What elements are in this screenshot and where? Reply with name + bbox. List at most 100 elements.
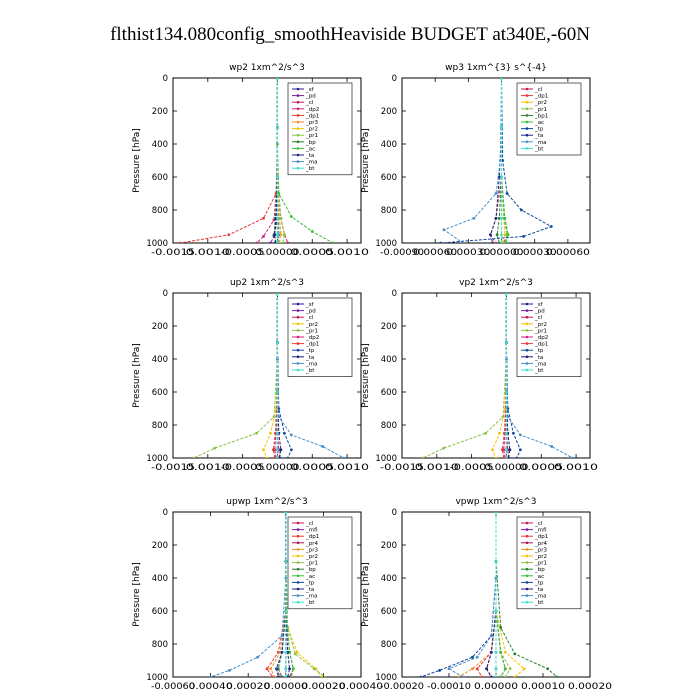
legend-label: _pr2: [534, 554, 547, 560]
series-point-bt: [276, 341, 279, 344]
series-point-tp: [518, 448, 522, 452]
x-tick-label: 0.00000: [255, 463, 299, 473]
legend-marker: [296, 594, 300, 597]
x-tick-label: 0.00060: [413, 248, 457, 258]
series-point-bt: [284, 675, 288, 677]
legend-label: _bt: [305, 166, 315, 172]
y-axis-label: Pressure [hPa]: [132, 562, 142, 627]
series-point-ta: [497, 175, 501, 179]
series-point-ma: [518, 433, 522, 437]
legend-marker: [525, 127, 529, 130]
chart-panel-2: wp3 1xm^{3} s^{-4} Pressure [hPa] 0 200 400 6…: [361, 63, 591, 258]
series-point-tp: [438, 669, 441, 672]
y-tick-label: 400: [152, 355, 168, 365]
legend-label: _ma: [305, 361, 317, 367]
x-tick-label: 0.0010: [325, 248, 369, 258]
legend-label: _sf: [534, 302, 544, 308]
series-point-tp: [286, 456, 290, 458]
y-tick-label: 800: [381, 206, 397, 216]
y-tick-label: 0: [392, 74, 397, 84]
x-tick-label: 0.00040: [189, 682, 233, 692]
series-point-bt: [505, 448, 508, 452]
series-point-bt: [276, 293, 279, 295]
legend-label: _pr3: [305, 547, 319, 553]
panel-title: vpwp 1xm^2/s^3: [455, 497, 536, 507]
series-point-dp1: [273, 456, 277, 458]
legend-marker: [525, 342, 529, 345]
legend-label: _ac: [305, 574, 315, 580]
series-point-pr3: [457, 675, 460, 677]
series-point-dp1: [480, 675, 484, 677]
x-tick-label: 0.0010: [186, 248, 230, 258]
x-tick-label: -0.0005: [450, 463, 494, 473]
series-point-tp: [522, 235, 526, 238]
x-tick-label: -0.00020: [380, 682, 424, 692]
y-tick-label: 600: [152, 607, 168, 617]
series-point-bt: [500, 78, 503, 80]
legend-label: _bp: [305, 140, 316, 146]
legend-label: _dp1: [534, 342, 548, 348]
x-tick-label: -0.0005: [221, 248, 265, 258]
legend-marker: [296, 548, 300, 551]
series-point-ta: [489, 233, 492, 237]
series-point-pr1: [421, 456, 425, 458]
series-point-dp1: [271, 448, 275, 452]
series-point-bt: [494, 650, 498, 654]
series-point-bt: [284, 512, 288, 514]
series-point-ma: [461, 675, 465, 677]
legend-marker: [296, 541, 300, 545]
series-point-bt: [276, 126, 279, 129]
legend-marker: [525, 329, 529, 332]
legend-marker: [296, 561, 300, 564]
y-tick-label: 800: [152, 206, 168, 216]
legend-marker: [525, 335, 529, 339]
plot-frame: [172, 511, 362, 678]
legend-label: _pd: [534, 309, 545, 315]
legend-label: _pr3: [534, 547, 548, 553]
legend-marker: [296, 534, 300, 538]
series-point-ta: [273, 233, 277, 237]
legend-label: _pd: [305, 94, 316, 100]
y-tick-label: 200: [381, 541, 397, 551]
legend-label: _ma: [305, 160, 317, 166]
legend-label: _tp: [305, 580, 315, 586]
series-point-bt: [500, 241, 503, 243]
y-tick-label: 1000: [375, 673, 397, 683]
legend-label: _pr1: [305, 133, 318, 139]
series-point-pr2: [295, 650, 299, 654]
series-point-bt: [505, 341, 508, 344]
series-point-pr2: [498, 431, 501, 435]
legend-label: _ta: [534, 133, 543, 139]
series-point-dp1: [265, 667, 269, 671]
series-point-ma: [461, 241, 465, 243]
y-tick-label: 400: [152, 574, 168, 584]
series-point-ta: [489, 650, 493, 654]
legend-marker: [525, 362, 529, 365]
legend-label: _pr2: [305, 127, 318, 133]
series-point-pr1: [312, 667, 316, 671]
series-point-ma: [475, 655, 479, 659]
y-tick-label: 1000: [146, 454, 168, 464]
series-point-bt: [276, 175, 279, 179]
series-point-tp: [275, 667, 278, 671]
y-tick-label: 800: [152, 640, 168, 650]
legend-marker: [296, 587, 300, 591]
series-point-ac: [504, 241, 508, 243]
legend-marker: [296, 322, 300, 326]
series-point-bt: [494, 512, 498, 514]
series-point-ac: [504, 667, 507, 671]
series-group: [421, 293, 574, 458]
legend-label: _cl: [305, 315, 314, 321]
series-group: [209, 512, 327, 677]
legend-label: _bt: [534, 368, 544, 374]
legend-label: _pd: [305, 309, 316, 315]
series-point-bp1: [495, 233, 499, 237]
legend-label: _cl: [305, 100, 314, 106]
legend: _sf_pd_cl_dp2_dp1_pr3_pr2_pr1_bp_ac_ta_m…: [287, 82, 353, 176]
series-point-ta: [278, 456, 281, 458]
series-point-ta: [494, 216, 498, 220]
y-tick-label: 1000: [146, 673, 168, 683]
x-tick-label: -0.0005: [221, 463, 265, 473]
x-tick-label: 0.0005: [290, 463, 334, 473]
